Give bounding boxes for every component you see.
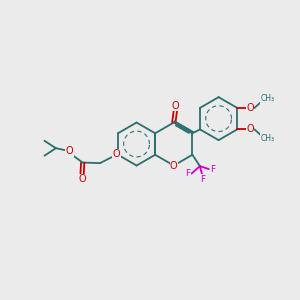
Text: F: F <box>200 175 205 184</box>
Text: O: O <box>66 146 74 156</box>
Text: O: O <box>78 174 86 184</box>
Text: O: O <box>246 124 254 134</box>
Text: F: F <box>210 165 215 174</box>
Text: CH₃: CH₃ <box>261 94 275 103</box>
Text: F: F <box>185 169 190 178</box>
Text: CH₃: CH₃ <box>261 134 275 143</box>
Text: O: O <box>172 101 179 111</box>
Text: O: O <box>170 160 178 170</box>
Text: O: O <box>246 103 254 113</box>
Text: O: O <box>112 149 120 159</box>
